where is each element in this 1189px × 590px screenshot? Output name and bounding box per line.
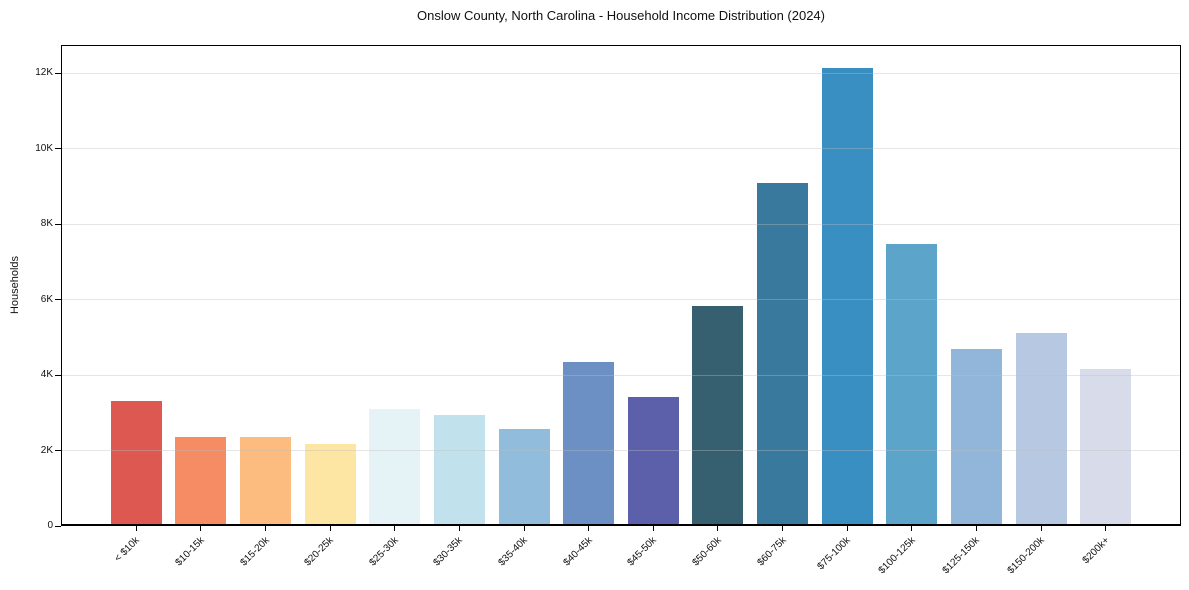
x-tick-mark xyxy=(717,526,719,531)
x-tick-mark xyxy=(135,526,137,531)
bar-$30-35k xyxy=(433,415,485,526)
gridline-8000 xyxy=(61,223,1181,225)
bar-$100-125k xyxy=(886,243,938,526)
x-tick-mark xyxy=(1105,526,1107,531)
y-tick-mark xyxy=(55,525,61,527)
gridline-6000 xyxy=(61,299,1181,301)
y-tick-label-8K: 8K xyxy=(40,218,53,230)
bar-$20-25k xyxy=(304,443,356,526)
x-tick-mark xyxy=(1040,526,1042,531)
y-tick-label-6K: 6K xyxy=(40,293,53,305)
x-tick-mark xyxy=(458,526,460,531)
bar-$150-200k xyxy=(1015,333,1067,526)
x-tick-mark xyxy=(523,526,525,531)
x-tick-mark xyxy=(265,526,267,531)
y-tick-mark xyxy=(55,374,61,376)
gridline-4000 xyxy=(61,374,1181,376)
y-tick-label-4K: 4K xyxy=(40,369,53,381)
y-tick-label-12K: 12K xyxy=(35,67,53,79)
y-tick-mark xyxy=(55,148,61,150)
y-tick-label-0: 0 xyxy=(47,520,53,531)
chart-title: Onslow County, North Carolina - Househol… xyxy=(416,8,825,23)
bar-$35-40k xyxy=(498,429,550,526)
gridline-10000 xyxy=(61,148,1181,150)
y-tick-mark xyxy=(55,450,61,452)
x-tick-mark xyxy=(588,526,590,531)
bar-$45-50k xyxy=(627,396,679,526)
bar-$200k+ xyxy=(1080,369,1132,526)
y-tick-mark xyxy=(55,223,61,225)
bar-$60-75k xyxy=(757,183,809,526)
x-tick-mark xyxy=(911,526,913,531)
bar-$40-45k xyxy=(563,361,615,526)
x-tick-mark xyxy=(200,526,202,531)
bar-$75-100k xyxy=(821,67,873,526)
x-tick-mark xyxy=(652,526,654,531)
bar-$25-30k xyxy=(369,409,421,526)
bar-$15-20k xyxy=(240,437,292,526)
gridline-12000 xyxy=(61,72,1181,74)
plot-area xyxy=(61,45,1181,526)
x-tick-label-< $10k: < $10k xyxy=(112,535,143,565)
bar-$50-60k xyxy=(692,306,744,526)
x-tick-mark xyxy=(846,526,848,531)
x-tick-mark xyxy=(329,526,331,531)
bar-$10-15k xyxy=(175,436,227,526)
y-tick-label-10K: 10K xyxy=(35,142,53,154)
x-tick-mark xyxy=(394,526,396,531)
x-tick-mark xyxy=(975,526,977,531)
y-tick-label-2K: 2K xyxy=(40,444,53,456)
y-tick-mark xyxy=(55,72,61,74)
bar-< $10k xyxy=(110,400,162,526)
y-tick-mark xyxy=(55,299,61,301)
x-tick-mark xyxy=(782,526,784,531)
bar-$125-150k xyxy=(950,349,1002,526)
gridline-2000 xyxy=(61,450,1181,452)
